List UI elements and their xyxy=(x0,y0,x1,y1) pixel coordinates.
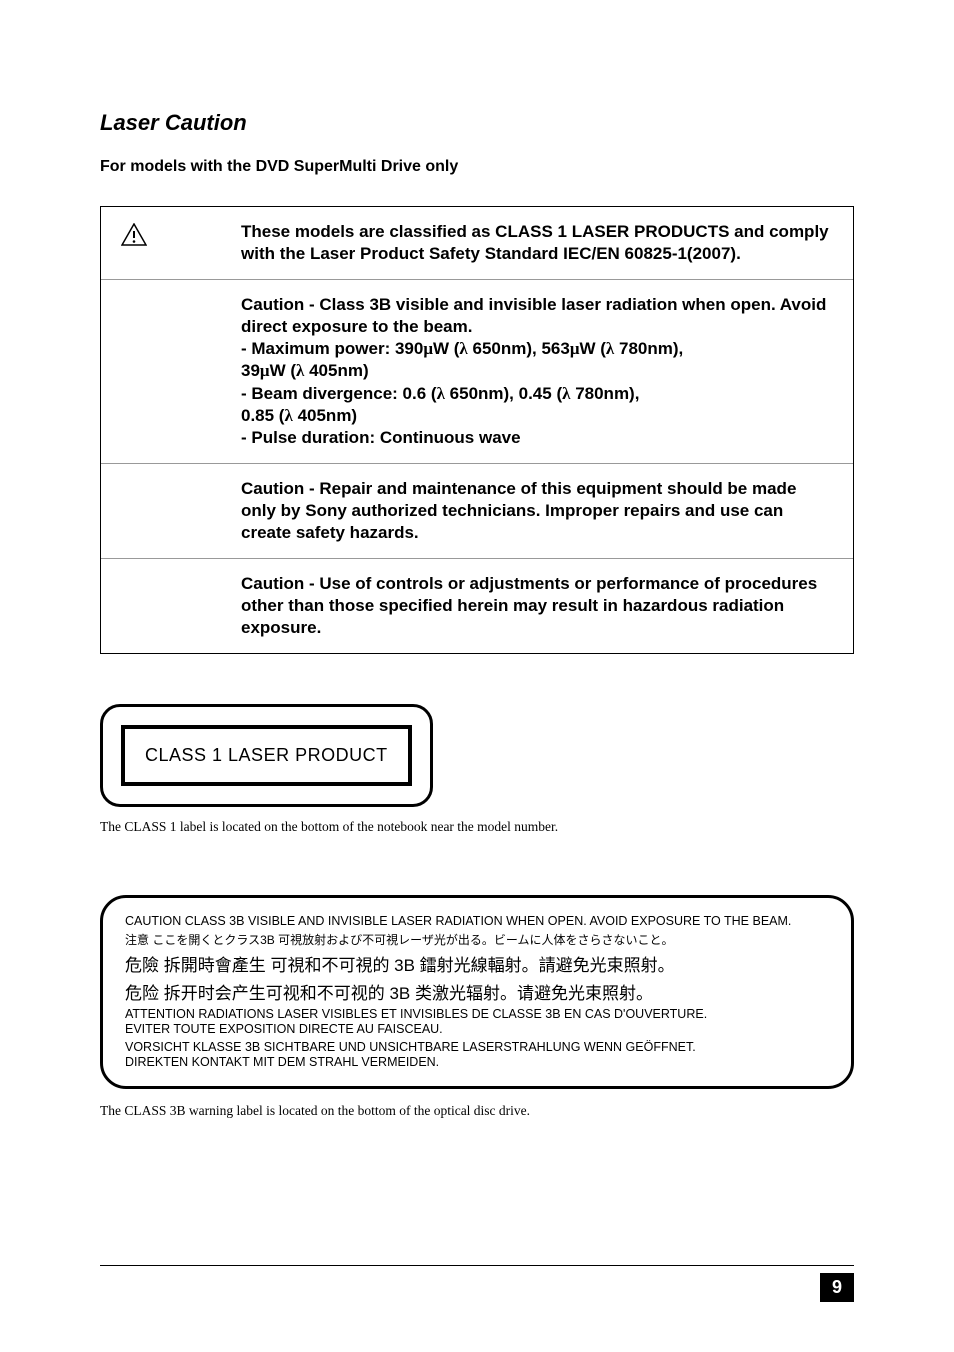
class3b-warning-label: CAUTION CLASS 3B VISIBLE AND INVISIBLE L… xyxy=(100,895,854,1089)
caution-text: Caution - Class 3B visible and invisible… xyxy=(241,294,833,449)
spec-line: - Maximum power: 390μW (λ 650nm), 563μW … xyxy=(241,338,833,360)
warning-zh-trad: 危險 拆開時會產生 可視和不可視的 3B 鐳射光線輻射。請避免光束照射。 xyxy=(125,951,829,976)
caution-text: Caution - Repair and maintenance of this… xyxy=(241,478,833,544)
caption-class1: The CLASS 1 label is located on the bott… xyxy=(100,819,854,835)
icon-cell xyxy=(121,221,241,265)
class1-label-box: CLASS 1 LASER PRODUCT xyxy=(100,704,433,807)
subtitle: For models with the DVD SuperMulti Drive… xyxy=(100,158,854,176)
caution-row: Caution - Use of controls or adjustments… xyxy=(101,559,853,653)
section-title: Laser Caution xyxy=(100,110,854,136)
warning-en: CAUTION CLASS 3B VISIBLE AND INVISIBLE L… xyxy=(125,914,829,928)
spec-line: - Beam divergence: 0.6 (λ 650nm), 0.45 (… xyxy=(241,383,833,405)
warning-de: VORSICHT KLASSE 3B SICHTBARE UND UNSICHT… xyxy=(125,1040,829,1070)
warning-triangle-icon xyxy=(121,223,147,247)
caution-line: Caution - Class 3B visible and invisible… xyxy=(241,294,833,338)
warning-fr: ATTENTION RADIATIONS LASER VISIBLES ET I… xyxy=(125,1007,829,1037)
caption-class3b: The CLASS 3B warning label is located on… xyxy=(100,1103,854,1119)
class1-label-text: CLASS 1 LASER PRODUCT xyxy=(121,725,412,786)
caution-row: Caution - Class 3B visible and invisible… xyxy=(101,280,853,464)
footer-divider xyxy=(100,1265,854,1266)
spec-line: 39μW (λ 405nm) xyxy=(241,360,833,382)
caution-text: These models are classified as CLASS 1 L… xyxy=(241,221,833,265)
spec-line: 0.85 (λ 405nm) xyxy=(241,405,833,427)
spec-line: - Pulse duration: Continuous wave xyxy=(241,427,833,449)
icon-cell xyxy=(121,478,241,544)
caution-text: Caution - Use of controls or adjustments… xyxy=(241,573,833,639)
caution-box: These models are classified as CLASS 1 L… xyxy=(100,206,854,654)
warning-jp: 注意 ここを開くとクラス3B 可視放射および不可視レーザ光が出る。ビームに人体を… xyxy=(125,931,829,948)
page-number: 9 xyxy=(820,1273,854,1302)
page-footer: 9 xyxy=(820,1273,854,1302)
caution-row: Caution - Repair and maintenance of this… xyxy=(101,464,853,559)
caution-row: These models are classified as CLASS 1 L… xyxy=(101,207,853,280)
icon-cell xyxy=(121,573,241,639)
caution-line: IEC/EN 60825-1(2007). xyxy=(563,244,741,263)
icon-cell xyxy=(121,294,241,449)
warning-zh-simp: 危险 拆开时会产生可视和不可视的 3B 类激光辐射。请避免光束照射。 xyxy=(125,979,829,1004)
